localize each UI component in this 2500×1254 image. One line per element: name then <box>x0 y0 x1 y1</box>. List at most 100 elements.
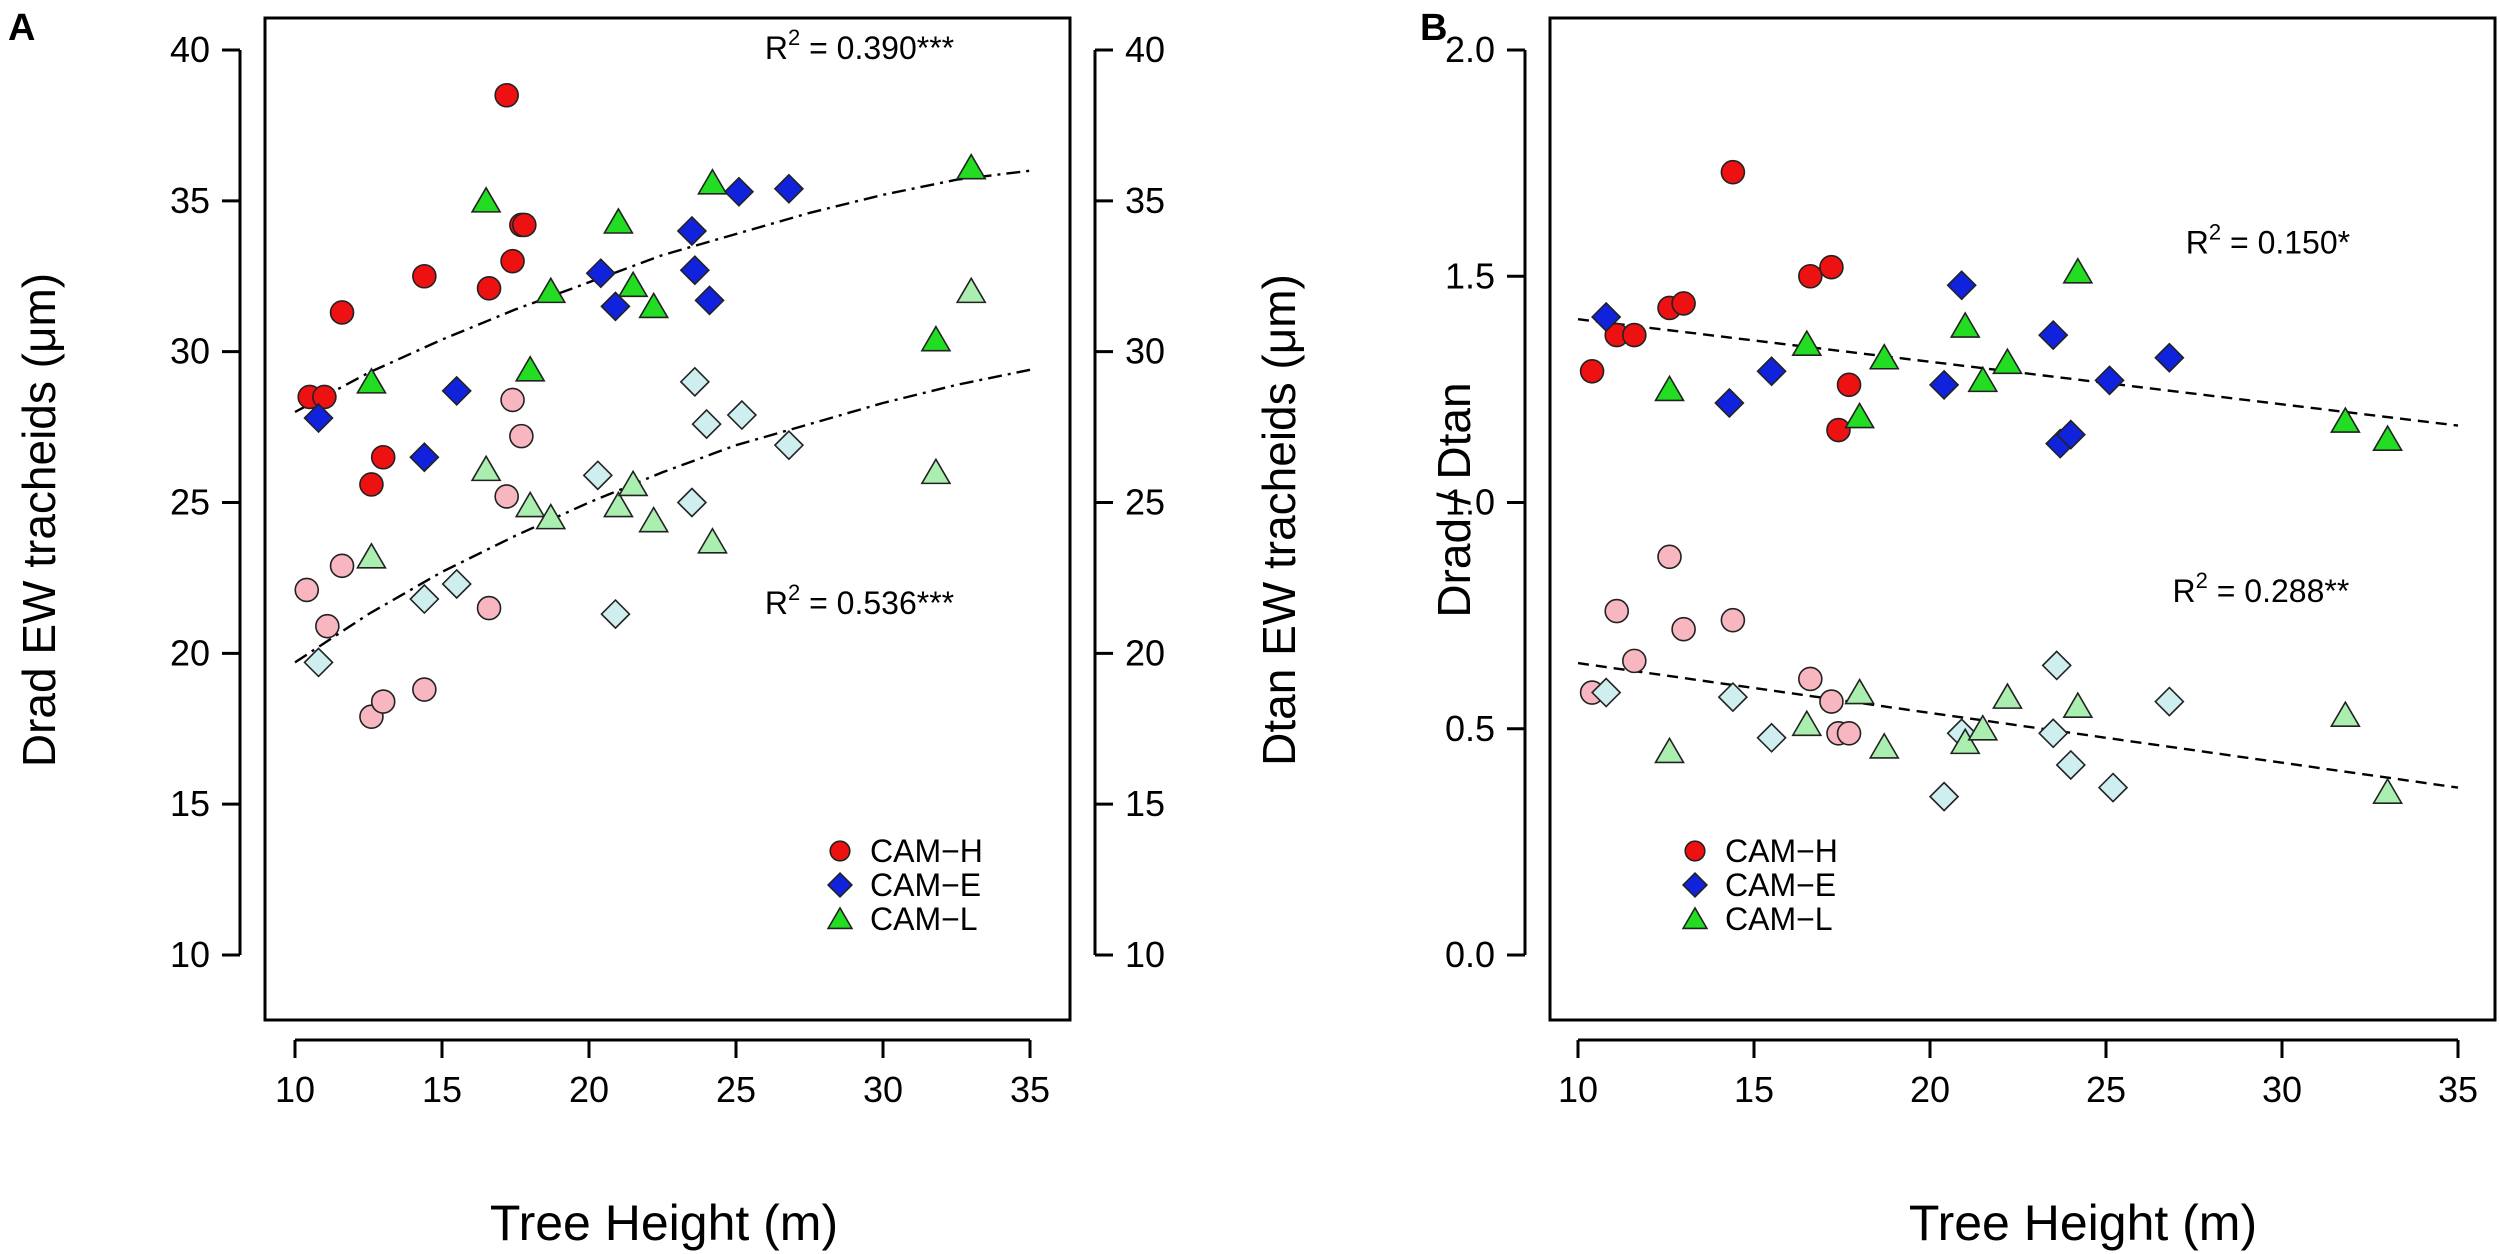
panel-a-label: A <box>8 7 35 49</box>
panelA-legend-label: CAM−L <box>870 901 978 937</box>
panelA-fit-line-2 <box>294 368 1031 664</box>
panelA-point-cam-h-Dtan <box>315 613 340 639</box>
panelA-point-cam-h-Drad <box>329 300 355 325</box>
panelA-point-cam-e-Dtan <box>691 408 722 440</box>
panelB-point-cam-l-ratio-light <box>1949 727 1981 755</box>
panel-a-left-y-axis-title: Drad EW tracheids (μm) <box>13 273 65 767</box>
panelA-point-cam-l-Dtan <box>535 502 567 530</box>
panelA-point-cam-l-Drad <box>697 168 728 195</box>
panelA-point-cam-l-Dtan <box>470 454 502 482</box>
panelA-point-cam-e-Dtan <box>441 568 472 600</box>
panel-b-y-axis-title: Drad / Dtan <box>1428 382 1480 617</box>
panelB-point-cam-h-ratio-light <box>1671 616 1696 642</box>
panelA-point-cam-e-Dtan <box>600 598 631 630</box>
panelA-point-cam-e-Dtan <box>582 460 613 491</box>
panel-b-annotations: R2 = 0.150* R2 = 0.288** <box>2172 220 2350 609</box>
panelA-point-cam-e-Drad <box>773 173 805 204</box>
panelA-left-y-tick-label: 30 <box>170 331 210 372</box>
panelB-point-cam-h-ratio <box>1826 417 1851 443</box>
panelA-point-cam-h-Dtan <box>509 423 534 449</box>
panelA-point-cam-e-Dtan <box>303 647 334 678</box>
panelB-point-cam-h-ratio-light <box>1819 689 1844 714</box>
panelB-point-cam-e-ratio <box>2038 319 2069 351</box>
panelB-point-cam-l-ratio <box>1992 347 2023 375</box>
panelA-right-y-tick-label: 40 <box>1125 29 1165 70</box>
panel-b-label: B <box>1420 7 1447 49</box>
panelB-point-cam-h-ratio <box>1720 159 1746 185</box>
panelA-point-cam-l-Dtan <box>617 469 649 497</box>
panelA-right-y-tick-label: 15 <box>1125 783 1165 824</box>
panelB-point-cam-h-ratio <box>1819 254 1844 280</box>
panelA-point-cam-e-Drad <box>303 402 334 434</box>
panelA-point-cam-l-Drad <box>470 186 502 213</box>
panel-a-fit-lines <box>294 169 1031 664</box>
panelA-right-y-tick-label: 10 <box>1125 934 1165 975</box>
panel-a-annotations: R2 = 0.390*** R2 = 0.536*** <box>765 25 954 621</box>
panelA-point-cam-e-Drad <box>409 442 440 473</box>
panelA-right-y-tick-label: 20 <box>1125 632 1165 673</box>
panelA-right-y-tick-label: 35 <box>1125 180 1165 221</box>
panelA-left-y-tick-label: 10 <box>170 934 210 975</box>
panelA-x-tick-label: 10 <box>275 1069 315 1110</box>
panelA-legend-circle-icon <box>829 840 851 862</box>
panel-a: A 10 15 20 25 30 35 40 10 15 20 25 30 35 40 10 15 20 25… <box>8 7 1305 1251</box>
panelA-point-cam-h-Drad <box>476 276 502 301</box>
panelB-point-cam-e-ratio <box>2094 365 2125 396</box>
panelA-point-cam-e-Drad <box>585 258 616 289</box>
panelB-point-cam-l-ratio <box>2329 406 2361 433</box>
panelB-point-cam-h-ratio <box>1798 263 1823 289</box>
panelA-point-cam-e-Dtan <box>679 366 710 397</box>
panelB-point-cam-e-ratio <box>1928 369 1960 400</box>
panelA-point-cam-h-Dtan <box>476 595 502 621</box>
panelB-point-cam-l-ratio-light <box>1868 732 1900 759</box>
panelB-point-cam-e-ratio-light <box>2038 718 2069 749</box>
panelA-point-cam-e-Drad <box>694 285 725 316</box>
panelA-point-cam-l-Dtan <box>638 506 670 533</box>
panelB-point-cam-l-ratio-light <box>1844 677 1875 705</box>
panelA-x-tick-label: 35 <box>1010 1069 1050 1110</box>
panelB-point-cam-l-ratio-light <box>2062 691 2094 718</box>
panelA-left-y-tick-label: 15 <box>170 783 210 824</box>
panel-a-left-y-axis: 10 15 20 25 30 35 40 <box>170 29 242 975</box>
panel-a-x-axis-title: Tree Height (m) <box>490 1195 838 1251</box>
panelA-point-cam-h-Drad <box>494 82 519 108</box>
panelB-point-cam-l-ratio <box>1967 365 1999 393</box>
panelB-legend-diamond-icon <box>1681 871 1709 899</box>
panel-b-y-axis: 0.0 0.5 1.0 1.5 2.0 <box>1445 29 1527 975</box>
panelB-point-cam-e-ratio-light <box>2154 686 2185 717</box>
panelA-point-cam-l-Drad <box>920 325 952 352</box>
panelB-legend-label: CAM−L <box>1725 901 1833 937</box>
panelA-point-cam-l-Drad <box>603 207 634 234</box>
panelA-point-cam-l-Dtan <box>356 542 387 569</box>
panelB-point-cam-h-ratio <box>1836 372 1862 398</box>
panelB-r2-annotation-1: R2 = 0.150* <box>2186 220 2350 261</box>
panelB-point-cam-l-ratio-light <box>1992 682 2023 709</box>
panelA-legend-label: CAM−E <box>870 867 981 903</box>
panelA-legend-triangle-icon <box>826 906 854 930</box>
panelB-point-cam-e-ratio <box>2055 419 2086 450</box>
panelB-point-cam-e-ratio <box>2154 342 2185 373</box>
panelA-point-cam-h-Drad <box>500 248 525 274</box>
panelB-legend-label: CAM−E <box>1725 867 1836 903</box>
panelA-point-cam-l-Dtan <box>697 527 728 554</box>
panelA-right-y-tick-label: 25 <box>1125 482 1165 523</box>
panelB-legend-circle-icon <box>1684 840 1706 862</box>
panelA-point-cam-h-Dtan <box>500 387 525 413</box>
panelA-point-cam-h-Dtan <box>370 689 396 714</box>
panelB-point-cam-h-ratio-light <box>1720 607 1746 633</box>
panelB-x-tick-label: 15 <box>1734 1069 1774 1110</box>
panelB-point-cam-e-ratio-light <box>2041 650 2072 681</box>
panelA-point-cam-l-Drad <box>514 355 546 382</box>
panel-b-x-axis-title: Tree Height (m) <box>1909 1195 2257 1251</box>
panelB-point-cam-e-ratio-light <box>1756 722 1787 753</box>
panel-a-x-axis: 10 15 20 25 30 35 <box>275 1038 1050 1110</box>
panelB-left-y-tick-label: 0.5 <box>1445 708 1495 749</box>
panelB-point-cam-l-ratio <box>1654 374 1685 402</box>
panelB-point-cam-l-ratio <box>1868 343 1900 370</box>
panel-a-right-y-axis: 10 15 20 25 30 35 40 <box>1093 29 1165 975</box>
panelA-point-cam-e-Drad <box>679 255 710 286</box>
panelA-point-cam-e-Dtan <box>726 399 758 431</box>
panelB-legend-triangle-icon <box>1681 906 1709 930</box>
